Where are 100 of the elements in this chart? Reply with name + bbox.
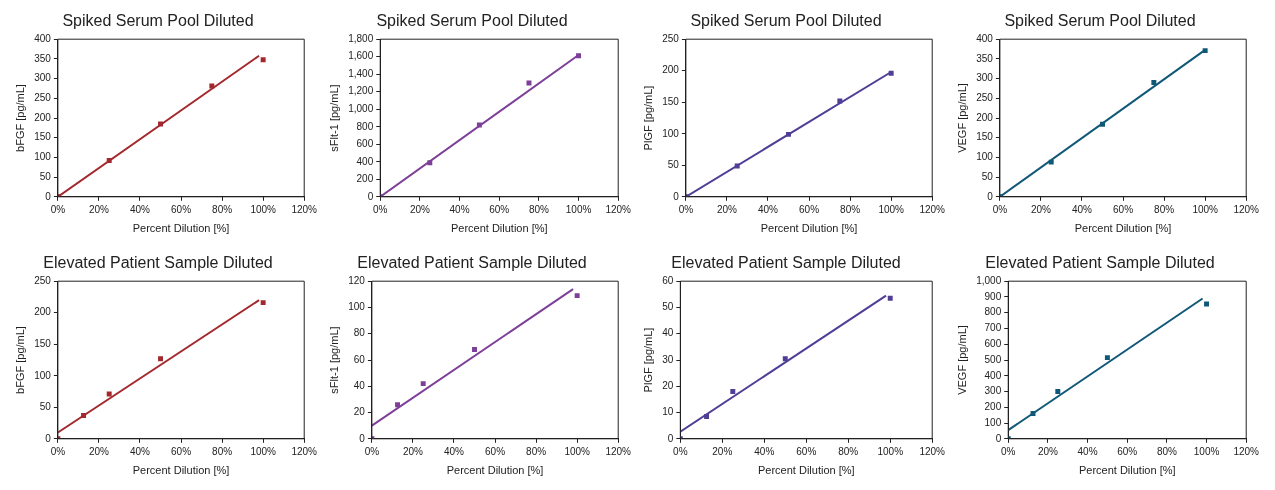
chart-title: Spiked Serum Pool Diluted xyxy=(1004,12,1196,30)
y-tick-label: 50 xyxy=(667,159,680,171)
y-tick-label: 200 xyxy=(984,401,1002,413)
x-tick-label: 0% xyxy=(992,203,1008,215)
y-axis-title: bFGF [pg/mL] xyxy=(13,326,26,394)
y-tick-label: 200 xyxy=(662,64,680,76)
y-tick-label: 0 xyxy=(45,432,52,444)
y-tick-label: 300 xyxy=(984,385,1002,397)
y-tick-label: 1,000 xyxy=(976,274,1002,286)
y-tick-label: 100 xyxy=(34,369,52,381)
chart-title: Elevated Patient Sample Diluted xyxy=(357,254,587,272)
x-tick-label: 40% xyxy=(1077,445,1098,457)
y-tick-label: 0 xyxy=(45,190,52,202)
x-axis-title: Percent Dilution [%] xyxy=(132,222,230,235)
x-tick-label: 40% xyxy=(129,445,151,457)
y-tick-label: 1,000 xyxy=(348,102,374,114)
y-tick-label: 40 xyxy=(662,327,674,339)
x-tick-label: 20% xyxy=(716,203,738,215)
y-tick-label: 200 xyxy=(356,173,374,185)
x-axis-title: Percent Dilution [%] xyxy=(1074,222,1172,235)
x-tick-label: 100% xyxy=(250,445,277,457)
y-tick-label: 300 xyxy=(976,72,994,84)
x-tick-label: 120% xyxy=(291,445,318,457)
y-tick-label: 50 xyxy=(662,301,674,313)
x-tick-label: 120% xyxy=(605,203,632,215)
x-tick-label: 20% xyxy=(712,445,733,457)
y-tick-label: 80 xyxy=(353,327,366,339)
x-tick-label: 0% xyxy=(678,203,694,215)
y-tick-label: 30 xyxy=(662,353,674,365)
x-tick-label: 40% xyxy=(754,445,775,457)
y-tick-label: 100 xyxy=(348,301,366,313)
y-axis-title: PlGF [pg/mL] xyxy=(641,327,654,393)
x-tick-label: 0% xyxy=(364,445,380,457)
y-tick-label: 250 xyxy=(34,92,52,104)
x-tick-label: 20% xyxy=(1030,203,1052,215)
x-axis-title: Percent Dilution [%] xyxy=(132,464,230,477)
y-tick-label: 60 xyxy=(662,274,674,286)
x-tick-label: 80% xyxy=(838,445,859,457)
x-tick-label: 80% xyxy=(1154,203,1175,215)
y-axis-title: VEGF [pg/mL] xyxy=(955,325,968,395)
x-tick-label: 40% xyxy=(1071,203,1093,215)
x-axis-title: Percent Dilution [%] xyxy=(760,222,858,235)
x-tick-label: 120% xyxy=(1233,203,1260,215)
y-axis-title: PlGF [pg/mL] xyxy=(641,85,654,151)
x-tick-label: 60% xyxy=(489,203,510,215)
y-tick-label: 200 xyxy=(34,111,52,123)
y-tick-label: 0 xyxy=(995,432,1002,444)
y-tick-label: 1,400 xyxy=(348,67,374,79)
y-tick-label: 800 xyxy=(984,306,1002,318)
y-tick-label: 350 xyxy=(976,52,994,64)
y-tick-label: 40 xyxy=(353,380,366,392)
y-tick-label: 250 xyxy=(662,32,680,44)
y-tick-label: 200 xyxy=(34,306,52,318)
x-tick-label: 40% xyxy=(129,203,151,215)
x-tick-label: 20% xyxy=(1037,445,1058,457)
x-tick-label: 80% xyxy=(526,445,547,457)
x-tick-label: 80% xyxy=(212,445,233,457)
x-tick-label: 40% xyxy=(757,203,779,215)
x-tick-label: 60% xyxy=(796,445,817,457)
x-tick-label: 60% xyxy=(485,445,506,457)
x-tick-label: 100% xyxy=(564,445,591,457)
x-tick-label: 120% xyxy=(1233,445,1260,457)
x-tick-label: 100% xyxy=(250,203,277,215)
y-tick-label: 1,200 xyxy=(348,85,374,97)
x-tick-label: 20% xyxy=(88,445,110,457)
x-tick-label: 0% xyxy=(50,203,66,215)
y-tick-label: 600 xyxy=(356,138,374,150)
y-tick-label: 700 xyxy=(984,322,1002,334)
x-tick-label: 80% xyxy=(212,203,233,215)
y-tick-label: 100 xyxy=(984,416,1002,428)
y-tick-label: 0 xyxy=(367,190,374,202)
y-tick-label: 0 xyxy=(673,190,680,202)
chart-title: Elevated Patient Sample Diluted xyxy=(985,254,1215,272)
y-tick-label: 800 xyxy=(356,120,374,132)
x-tick-label: 20% xyxy=(409,203,430,215)
y-tick-label: 50 xyxy=(981,170,994,182)
y-tick-label: 1,600 xyxy=(348,50,374,62)
y-tick-label: 0 xyxy=(667,432,674,444)
x-tick-label: 40% xyxy=(443,445,465,457)
x-tick-label: 80% xyxy=(840,203,861,215)
y-tick-label: 100 xyxy=(662,127,680,139)
y-tick-label: 10 xyxy=(662,406,674,418)
x-tick-label: 60% xyxy=(171,445,192,457)
y-tick-label: 60 xyxy=(353,353,366,365)
x-tick-label: 60% xyxy=(1117,445,1138,457)
x-tick-label: 100% xyxy=(1192,203,1219,215)
y-tick-label: 150 xyxy=(34,131,52,143)
y-tick-label: 250 xyxy=(34,274,52,286)
x-tick-label: 20% xyxy=(88,203,110,215)
y-tick-label: 1,800 xyxy=(348,32,374,44)
y-tick-label: 0 xyxy=(359,432,366,444)
x-tick-label: 100% xyxy=(565,203,592,215)
x-tick-label: 80% xyxy=(528,203,549,215)
y-tick-label: 500 xyxy=(984,353,1002,365)
y-tick-label: 400 xyxy=(356,155,374,167)
x-tick-label: 0% xyxy=(373,203,388,215)
x-tick-label: 100% xyxy=(877,445,904,457)
x-axis-title: Percent Dilution [%] xyxy=(450,222,548,235)
x-tick-label: 0% xyxy=(1001,445,1016,457)
x-tick-label: 100% xyxy=(1193,445,1220,457)
